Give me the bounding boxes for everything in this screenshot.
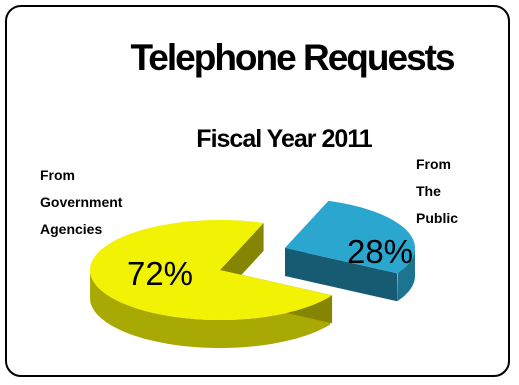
chart-title: Telephone Requests — [130, 37, 455, 78]
slice-value-government: 72% — [127, 255, 193, 292]
pie-slices — [90, 200, 415, 348]
pie-slice-public — [285, 200, 415, 302]
slice-value-public: 28% — [347, 233, 413, 270]
pie-slice-public-cut-face-1 — [285, 248, 398, 302]
pie-slice-government-top — [90, 220, 333, 320]
chart-subtitle: Fiscal Year 2011 — [196, 125, 372, 153]
pie-slice-government-side — [90, 271, 333, 348]
slice-label-public: From The Public — [416, 156, 458, 226]
slice-label-government: From Government Agencies — [40, 167, 126, 237]
pie-slice-government — [90, 220, 333, 348]
pie-slice-public-top — [285, 200, 415, 274]
pie-slice-public-side — [397, 248, 415, 302]
